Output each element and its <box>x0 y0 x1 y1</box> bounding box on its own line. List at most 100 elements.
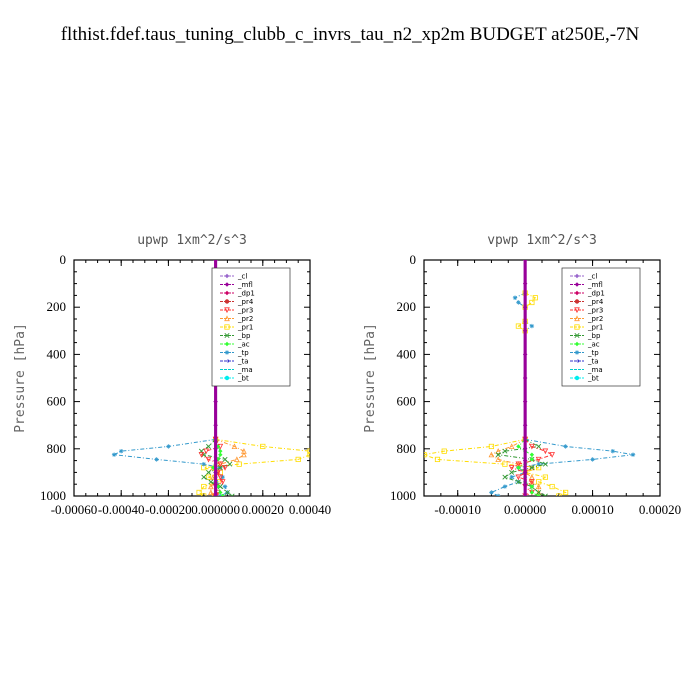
data-point-bp <box>201 452 207 458</box>
y-tick-label: 200 <box>397 299 417 314</box>
data-point-tp <box>529 323 535 329</box>
y-tick-label: 600 <box>397 394 417 409</box>
data-point-pr1 <box>424 452 427 458</box>
data-point-ac <box>529 490 535 495</box>
data-point-pr3 <box>222 465 228 471</box>
data-point-mfl <box>213 399 218 404</box>
legend-marker <box>574 282 580 287</box>
data-point-pr3 <box>205 456 212 463</box>
data-point-tp <box>220 474 225 480</box>
legend-label-ac: _ac <box>237 341 250 349</box>
data-point-tp <box>154 457 159 462</box>
data-point-tp <box>563 444 568 449</box>
legend-label-bp: _bp <box>587 332 601 340</box>
data-point-mfl <box>522 470 528 475</box>
legend-label-dp1: _dp1 <box>237 290 255 298</box>
legend: _cl_mfl_dp1_pr4_pr3_pr2_pr1_bp_ac_tp_ta_… <box>211 267 291 387</box>
legend-label-bt: _bt <box>237 375 249 383</box>
data-point-pr2 <box>488 451 495 458</box>
data-point-tp <box>610 448 615 454</box>
data-point-pr2 <box>241 451 247 458</box>
series-line-ac <box>517 439 539 496</box>
figure-title: flthist.fdef.taus_tuning_clubb_c_invrs_t… <box>61 24 640 45</box>
data-point-bp <box>529 465 535 471</box>
data-point-pr1 <box>295 456 301 463</box>
legend-label-pr1: _pr1 <box>587 324 603 332</box>
data-point-mfl <box>522 493 528 496</box>
data-point-bp <box>542 461 548 467</box>
data-point-mfl <box>522 482 528 487</box>
data-point-pr1 <box>205 474 212 480</box>
legend-marker <box>224 324 230 330</box>
series-line-pr1 <box>424 438 567 496</box>
legend-label-pr3: _pr3 <box>587 307 603 315</box>
data-point-tp <box>590 457 595 462</box>
data-point-pr3 <box>219 479 226 485</box>
legend-marker <box>224 315 230 322</box>
data-point-pr2 <box>208 489 214 496</box>
x-tick-label: 0.00020 <box>639 502 681 517</box>
x-tick-label: 0.00020 <box>242 502 284 517</box>
data-point-pr1 <box>542 474 548 480</box>
data-point-pr1 <box>556 493 562 496</box>
series-line-pr1 <box>198 438 310 496</box>
data-point-mfl <box>213 458 218 463</box>
series-line-tp <box>514 292 533 332</box>
data-point-mfl <box>213 482 218 487</box>
y-tick-label: 400 <box>397 346 417 361</box>
data-point-ac <box>218 452 223 457</box>
data-point-pr3 <box>217 461 224 468</box>
data-point-mfl <box>213 446 218 451</box>
data-point-pr3 <box>515 474 522 481</box>
data-point-bp <box>227 461 233 467</box>
data-point-mfl <box>522 281 528 286</box>
x-tick-label: -0.00010 <box>434 502 481 517</box>
data-point-tp <box>166 444 171 449</box>
data-point-pr3 <box>198 452 205 458</box>
legend-label-pr2: _pr2 <box>237 315 253 323</box>
data-point-pr2 <box>508 443 515 450</box>
legend-label-pr1: _pr1 <box>237 324 253 332</box>
panel-title: vpwp 1xm^2/s^3 <box>487 233 597 248</box>
data-point-mfl <box>522 305 528 310</box>
chart-panel-2: vpwp 1xm^2/s^3 Pressure [hPa] 0 200 400 600 80… <box>363 233 681 517</box>
legend-marker <box>224 350 230 355</box>
legend-marker <box>224 307 230 314</box>
y-tick-label: 600 <box>47 394 67 409</box>
legend-label-bp: _bp <box>237 332 251 340</box>
y-axis-label: Pressure [hPa] <box>13 323 28 433</box>
y-tick-label: 1000 <box>390 488 416 503</box>
y-tick-label: 200 <box>47 299 67 314</box>
legend-marker <box>574 375 580 381</box>
x-tick-label: 0.00010 <box>571 502 613 517</box>
series-line-pr2 <box>490 438 540 496</box>
data-point-ac <box>529 484 535 489</box>
data-point-pr2 <box>231 443 238 450</box>
data-point-ac <box>516 444 521 449</box>
data-point-bp <box>217 465 223 471</box>
data-point-pr3 <box>515 461 522 468</box>
legend-label-cl: _cl <box>237 273 247 281</box>
y-tick-label: 400 <box>47 346 67 361</box>
y-axis-label: Pressure [hPa] <box>363 323 378 433</box>
data-point-pr3 <box>535 456 542 463</box>
data-point-bp <box>208 479 214 485</box>
data-point-pr1 <box>532 295 538 301</box>
series-line-pr1 <box>517 292 537 332</box>
legend-marker <box>574 315 580 322</box>
legend-label-bt: _bt <box>587 375 599 383</box>
data-point-pr3 <box>529 479 535 485</box>
legend-marker <box>224 273 230 279</box>
data-point-tp <box>509 474 514 480</box>
data-point-tp <box>119 448 124 454</box>
data-point-tp <box>495 493 501 496</box>
x-tick-label: 0.000000 <box>191 502 240 517</box>
data-point-mfl <box>213 423 218 428</box>
x-tick-label: 0.00040 <box>289 502 331 517</box>
series-group <box>424 260 636 496</box>
data-point-pr3 <box>529 443 535 450</box>
data-point-tp <box>502 484 508 489</box>
chart-panel-1: upwp 1xm^2/s^3 Pressure [hPa] 0 200 400 600 80… <box>13 233 331 517</box>
data-point-ac <box>218 448 223 454</box>
